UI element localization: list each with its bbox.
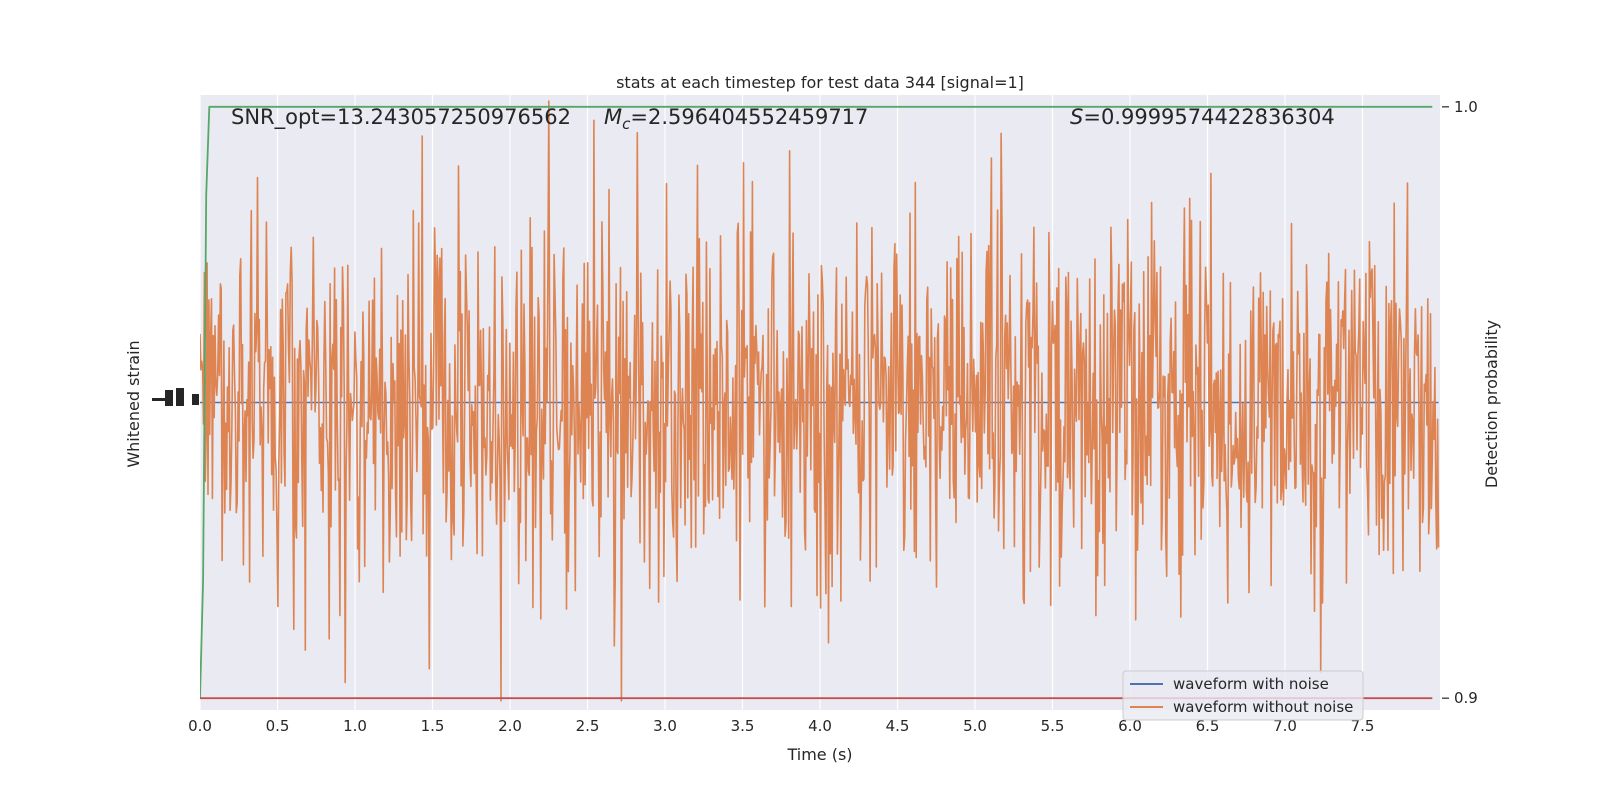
x-axis-label: Time (s)	[786, 745, 852, 764]
left-tick-mark	[152, 398, 166, 401]
x-tick-label: 4.5	[886, 717, 910, 735]
left-strain-ticks	[152, 388, 199, 406]
left-tick-mark	[176, 388, 184, 406]
mc-value: =2.596404552459717	[630, 105, 868, 129]
chirp-mass-annotation-value: Mc=2.596404552459717	[604, 105, 868, 133]
y-axis-label-left: Whitened strain	[124, 340, 143, 467]
x-tick-label: 0.0	[188, 717, 212, 735]
legend: waveform with noise waveform without noi…	[1122, 670, 1364, 721]
chart-title: stats at each timestep for test data 344…	[616, 73, 1024, 92]
x-tick-label: 7.5	[1351, 717, 1375, 735]
x-tick-label: 7.0	[1273, 717, 1297, 735]
x-tick-label: 0.5	[266, 717, 290, 735]
series-line-2	[200, 105, 1433, 699]
x-tick-label: 3.5	[731, 717, 755, 735]
score-annotation-value: S=0.9999574422836304	[1070, 105, 1335, 129]
x-tick-label: 3.0	[653, 717, 677, 735]
x-axis-ticks: 0.0 0.5 1.0 1.5 2.0 2.5 3.0 3.5 4.0 4.5 5.0 5.5 6.0 6…	[188, 717, 1374, 735]
y-axis-label-right: Detection probability	[1482, 320, 1501, 488]
s-value: =0.9999574422836304	[1083, 105, 1334, 129]
chirp-mass-annotation: Mc=2.596404552459717	[604, 105, 868, 133]
left-tick-mark	[192, 394, 199, 405]
x-tick-label: 6.5	[1196, 717, 1220, 735]
mc-symbol: M	[604, 105, 622, 129]
snr-annotation: SNR_opt=13.243057250976562	[231, 105, 571, 130]
x-tick-label: 2.0	[498, 717, 522, 735]
s-symbol: S	[1070, 105, 1083, 129]
mc-subscript: c	[622, 115, 631, 133]
series-line-1	[200, 100, 1440, 702]
x-tick-label: 6.0	[1118, 717, 1142, 735]
y-axis-ticks-right: 1.0 0.9	[1442, 98, 1478, 707]
legend-label-with-noise: waveform with noise	[1173, 675, 1329, 693]
x-tick-label: 5.5	[1041, 717, 1065, 735]
x-tick-label: 5.0	[963, 717, 987, 735]
x-tick-label: 2.5	[576, 717, 600, 735]
left-tick-mark	[165, 390, 173, 406]
x-tick-label: 4.0	[808, 717, 832, 735]
y-tick-label-right: 0.9	[1454, 689, 1478, 707]
x-tick-label: 1.5	[421, 717, 445, 735]
legend-box	[1122, 670, 1364, 721]
legend-label-without-noise: waveform without noise	[1173, 698, 1353, 716]
x-tick-label: 1.0	[343, 717, 367, 735]
score-annotation: S=0.9999574422836304	[1070, 105, 1335, 129]
y-tick-label-right: 1.0	[1454, 98, 1478, 116]
